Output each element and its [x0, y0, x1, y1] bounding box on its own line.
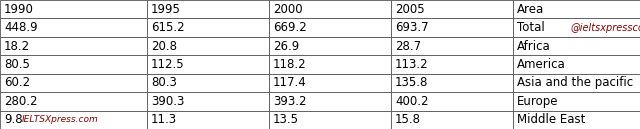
Text: 448.9: 448.9 [4, 21, 38, 34]
Text: 393.2: 393.2 [273, 95, 307, 108]
Text: Total: Total [517, 21, 545, 34]
Bar [147, 92, 269, 111]
Text: 1995: 1995 [151, 3, 181, 16]
Text: 2005: 2005 [395, 3, 424, 16]
Text: Asia and the pacific: Asia and the pacific [517, 76, 633, 89]
Text: Africa: Africa [517, 40, 551, 53]
Bar [0, 74, 147, 92]
Text: 669.2: 669.2 [273, 21, 307, 34]
Text: 28.7: 28.7 [395, 40, 421, 53]
Text: 390.3: 390.3 [151, 95, 184, 108]
Text: 20.8: 20.8 [151, 40, 177, 53]
Bar [391, 18, 513, 37]
Bar [269, 74, 391, 92]
Bar [147, 18, 269, 37]
Text: 15.8: 15.8 [395, 113, 421, 126]
Bar [391, 92, 513, 111]
Bar [513, 111, 640, 129]
Text: Europe: Europe [517, 95, 559, 108]
Text: IELTSXpress.com: IELTSXpress.com [22, 115, 99, 124]
Bar [0, 37, 147, 55]
Bar [0, 55, 147, 74]
Bar [147, 0, 269, 18]
Text: 80.3: 80.3 [151, 76, 177, 89]
Bar [0, 0, 147, 18]
Bar [513, 55, 640, 74]
Bar [513, 92, 640, 111]
Text: 280.2: 280.2 [4, 95, 38, 108]
Text: @ieltsxpresscom: @ieltsxpresscom [570, 23, 640, 33]
Text: 113.2: 113.2 [395, 58, 429, 71]
Bar [0, 18, 147, 37]
Bar [269, 55, 391, 74]
Bar [269, 37, 391, 55]
Text: 13.5: 13.5 [273, 113, 299, 126]
Text: 117.4: 117.4 [273, 76, 307, 89]
Bar [391, 37, 513, 55]
Bar [391, 111, 513, 129]
Text: 2000: 2000 [273, 3, 303, 16]
Text: 693.7: 693.7 [395, 21, 429, 34]
Bar [391, 0, 513, 18]
Text: Middle East: Middle East [517, 113, 586, 126]
Bar [0, 111, 147, 129]
Text: 26.9: 26.9 [273, 40, 300, 53]
Text: 60.2: 60.2 [4, 76, 30, 89]
Bar [513, 37, 640, 55]
Text: Area: Area [517, 3, 544, 16]
Text: 112.5: 112.5 [151, 58, 184, 71]
Text: 11.3: 11.3 [151, 113, 177, 126]
Bar [269, 111, 391, 129]
Text: 615.2: 615.2 [151, 21, 184, 34]
Bar [147, 55, 269, 74]
Bar [269, 18, 391, 37]
Bar [147, 37, 269, 55]
Bar [513, 0, 640, 18]
Bar [391, 55, 513, 74]
Text: 135.8: 135.8 [395, 76, 428, 89]
Bar [269, 92, 391, 111]
Text: 18.2: 18.2 [4, 40, 30, 53]
Text: 80.5: 80.5 [4, 58, 30, 71]
Bar [391, 74, 513, 92]
Text: 118.2: 118.2 [273, 58, 307, 71]
Bar [513, 74, 640, 92]
Text: 9.8: 9.8 [4, 113, 22, 126]
Text: 400.2: 400.2 [395, 95, 429, 108]
Text: 1990: 1990 [4, 3, 34, 16]
Text: America: America [517, 58, 566, 71]
Bar [269, 0, 391, 18]
Bar [147, 111, 269, 129]
Bar [0, 92, 147, 111]
Bar [147, 74, 269, 92]
Bar [513, 18, 640, 37]
